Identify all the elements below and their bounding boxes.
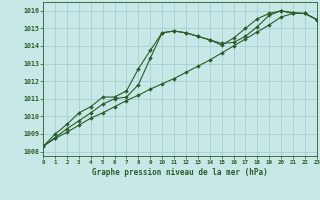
X-axis label: Graphe pression niveau de la mer (hPa): Graphe pression niveau de la mer (hPa) bbox=[92, 168, 268, 177]
